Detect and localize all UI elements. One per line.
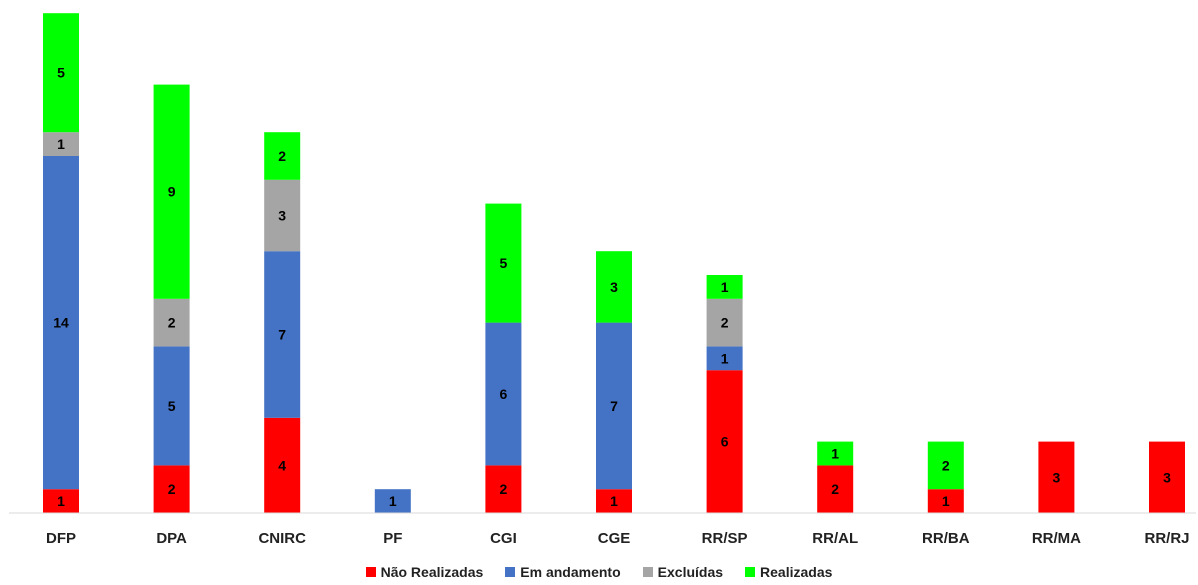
data-label: 2 <box>278 148 286 164</box>
data-label: 5 <box>500 255 508 271</box>
legend-label: Em andamento <box>520 564 621 580</box>
bar-segment <box>706 275 743 299</box>
x-tick-label: RR/SP <box>702 530 748 547</box>
bar-segment <box>153 84 190 299</box>
data-label: 7 <box>610 398 618 414</box>
bar-segment <box>927 489 964 513</box>
data-label: 6 <box>721 434 729 450</box>
x-tick-label: DPA <box>156 530 187 547</box>
bar-segment <box>264 251 301 418</box>
legend-label: Realizadas <box>760 564 833 580</box>
data-label: 7 <box>278 327 286 343</box>
bar-segment <box>43 156 79 490</box>
bar-segment <box>706 346 743 371</box>
x-tick-label: CNIRC <box>258 530 306 547</box>
legend-swatch <box>505 567 516 577</box>
bar-segment <box>596 489 632 513</box>
bar-segment <box>485 465 522 513</box>
legend-swatch <box>365 567 376 577</box>
data-label: 1 <box>389 493 397 509</box>
data-label: 3 <box>278 208 286 224</box>
bar-segment <box>706 298 743 347</box>
bar-segment <box>43 13 79 133</box>
bar-segment <box>43 132 79 156</box>
legend: Não Realizadas Em andamento Excluídas Reali… <box>0 564 1198 580</box>
data-label: 9 <box>168 184 176 200</box>
bar-segment <box>706 370 743 513</box>
bar-segment <box>264 132 301 180</box>
x-tick-label: CGE <box>598 530 631 547</box>
data-label: 3 <box>1053 469 1061 485</box>
data-label: 3 <box>610 279 618 295</box>
x-tick-label: CGI <box>490 530 517 547</box>
data-label: 1 <box>942 493 950 509</box>
x-tick-label: RR/BA <box>922 530 970 547</box>
bar-segment <box>153 346 190 466</box>
legend-item: Em andamento <box>505 564 621 580</box>
bar-segment <box>817 441 854 466</box>
data-label: 1 <box>831 446 839 462</box>
bar-segment <box>927 441 964 490</box>
bar-segment <box>153 465 190 513</box>
bar-segment <box>596 322 632 490</box>
legend-swatch <box>642 567 653 577</box>
legend-swatch <box>745 567 756 577</box>
data-label: 1 <box>721 279 729 295</box>
x-tick-label: RR/MA <box>1032 530 1081 547</box>
legend-item: Realizadas <box>745 564 832 580</box>
bar-segment <box>485 322 522 466</box>
legend-item: Não Realizadas <box>365 564 484 580</box>
bar-segment <box>817 465 854 513</box>
data-label: 2 <box>942 457 950 473</box>
data-label: 1 <box>57 493 65 509</box>
bar-segment <box>153 298 190 347</box>
data-label: 2 <box>168 481 176 497</box>
data-label: 1 <box>610 493 618 509</box>
data-label: 3 <box>1163 469 1171 485</box>
data-label: 2 <box>721 315 729 331</box>
data-label: 5 <box>168 398 176 414</box>
data-label: 1 <box>57 136 65 152</box>
data-label: 14 <box>53 315 69 331</box>
bar-segment <box>264 179 301 252</box>
x-tick-label: PF <box>383 530 402 547</box>
data-label: 2 <box>168 315 176 331</box>
data-label: 4 <box>278 457 286 473</box>
x-tick-label: RR/AL <box>812 530 858 547</box>
bars-group: 1 14 1 5 2 5 2 9 4 7 3 2 1 2 6 5 1 7 3 6 1 2 1 2 1 1 2 3 3 <box>43 13 1185 513</box>
bar-segment <box>1038 441 1075 513</box>
legend-label: Não Realizadas <box>380 564 484 580</box>
data-label: 2 <box>831 481 839 497</box>
bar-segment <box>264 417 301 513</box>
bar-segment <box>596 251 632 323</box>
data-label: 5 <box>57 65 65 81</box>
bar-segment <box>485 203 522 323</box>
x-tick-labels: DFP DPA CNIRC PF CGI CGE RR/SP RR/AL RR/BA RR/MA R… <box>46 530 1190 547</box>
legend-item: Excluídas <box>642 564 724 580</box>
bar-segment <box>374 489 411 513</box>
x-tick-label: RR/RJ <box>1144 530 1189 547</box>
legend-label: Excluídas <box>657 564 724 580</box>
bar-segment <box>43 489 79 513</box>
data-label: 6 <box>500 386 508 402</box>
data-label: 2 <box>500 481 508 497</box>
x-tick-label: DFP <box>46 530 76 547</box>
bar-segment <box>1149 441 1185 513</box>
data-label: 1 <box>721 350 729 366</box>
